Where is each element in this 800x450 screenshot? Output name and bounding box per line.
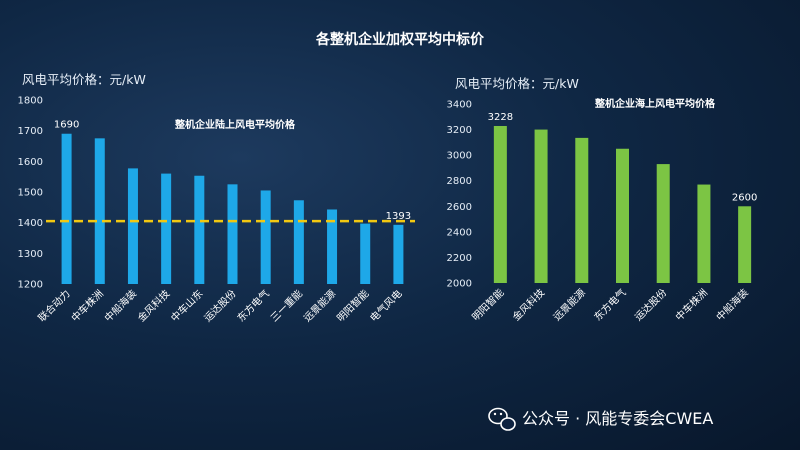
right-y-tick-label: 2600	[447, 202, 472, 213]
left-category-label: 三一重能	[268, 287, 305, 324]
right-category-label: 中船海装	[713, 286, 750, 323]
right-category-label: 东方电气	[591, 286, 628, 323]
right-bar	[738, 206, 752, 283]
left-y-tick-label: 1500	[18, 188, 43, 199]
right-bar	[616, 148, 629, 283]
left-bar	[194, 175, 205, 284]
left-category-label: 明阳智能	[334, 287, 371, 324]
left-category-label: 远景能源	[301, 287, 338, 324]
left-category-label: 中车株洲	[68, 287, 105, 324]
right-category-label: 明阳智能	[469, 286, 506, 323]
left-bar	[94, 138, 105, 284]
left-bar	[260, 190, 271, 284]
right-bar	[656, 164, 670, 283]
right-category-label: 远景能源	[550, 286, 587, 323]
left-category-label: 联合动力	[35, 287, 72, 324]
left-y-tick-label: 1600	[18, 157, 43, 168]
left-y-tick-label: 1800	[18, 96, 43, 107]
right-category-label: 金风科技	[510, 286, 547, 323]
left-bar	[127, 168, 138, 284]
left-category-label: 中船海装	[102, 287, 139, 324]
right-category-label: 运达股份	[633, 287, 670, 324]
right-y-tick-label: 2800	[447, 176, 472, 187]
left-y-tick-label: 1200	[18, 280, 43, 291]
right-y-axis-label: 风电平均价格：元/kW	[455, 76, 579, 91]
left-bar	[393, 224, 404, 284]
right-bar	[534, 129, 548, 283]
watermark-text: 公众号 · 风能专委会CWEA	[522, 409, 713, 428]
right-y-tick-label: 2000	[447, 279, 472, 290]
offshore-price-chart: 2000 2200 2400 2600 2800 3000 3200 3400 明阳智能 金风科技…	[447, 100, 758, 324]
left-category-label: 运达股份	[202, 288, 239, 325]
right-data-label: 3228	[488, 112, 513, 123]
page-title: 各整机企业加权平均中标价	[315, 31, 485, 48]
left-bar	[327, 209, 338, 284]
left-bar	[227, 184, 238, 284]
left-y-tick-label: 1300	[18, 249, 43, 260]
right-bar	[493, 125, 507, 284]
right-bar	[697, 184, 711, 283]
left-bar	[161, 173, 172, 284]
left-data-label: 1690	[54, 120, 79, 131]
left-data-label: 1393	[386, 211, 411, 222]
right-data-label: 2600	[732, 192, 757, 203]
right-y-tick-label: 3000	[447, 151, 472, 162]
left-chart-title: 整机企业陆上风电平均价格	[174, 118, 296, 131]
right-y-tick-label: 2200	[447, 253, 472, 264]
left-category-label: 电气风电	[367, 287, 404, 324]
wechat-icon	[488, 407, 516, 431]
left-bar	[360, 223, 371, 284]
right-chart-title: 整机企业海上风电平均价格	[594, 97, 716, 110]
left-category-label: 中车山东	[168, 287, 205, 324]
right-bar	[575, 137, 589, 283]
left-category-label: 东方电气	[234, 287, 271, 324]
right-category-label: 中车株洲	[673, 286, 710, 323]
right-y-tick-label: 2400	[447, 227, 472, 238]
left-bar	[293, 200, 304, 284]
right-y-tick-label: 3200	[447, 125, 472, 136]
left-y-axis-label: 风电平均价格：元/kW	[22, 72, 146, 87]
left-y-tick-label: 1400	[18, 218, 43, 229]
left-y-tick-label: 1700	[18, 126, 43, 137]
left-bar	[61, 133, 72, 284]
left-category-label: 金风科技	[135, 287, 172, 324]
right-y-tick-label: 3400	[447, 100, 472, 111]
